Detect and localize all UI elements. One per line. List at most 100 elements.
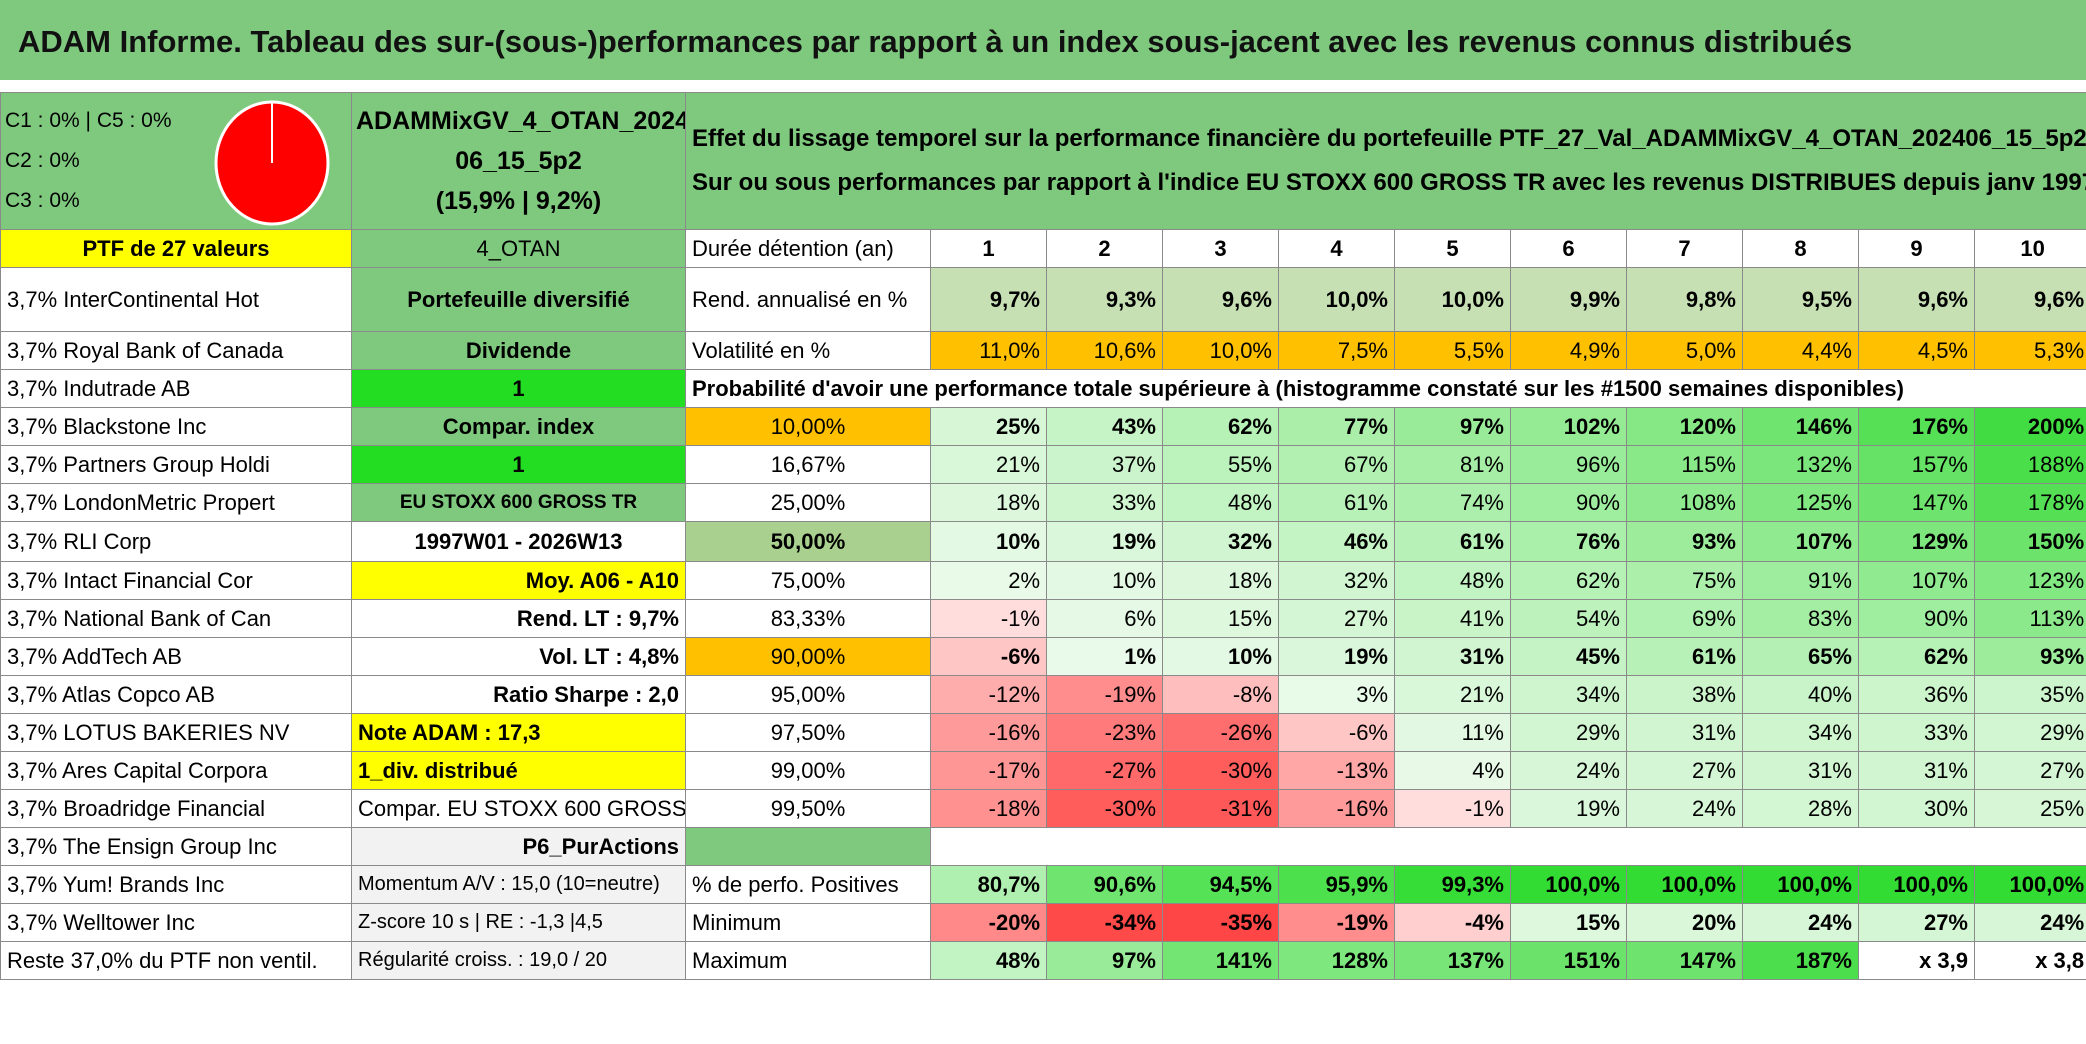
- maximum-value: 97%: [1046, 941, 1163, 980]
- prob-value: 34%: [1510, 675, 1627, 714]
- prob-value: 93%: [1973, 637, 2086, 676]
- prob-label: Probabilité d'avoir une performance tota…: [684, 369, 2086, 408]
- duration-label: Durée détention (an): [685, 229, 931, 268]
- info-regularity: Régularité croiss. : 19,0 / 20: [351, 941, 686, 980]
- prob-value: 188%: [1973, 445, 2086, 484]
- year-header: 1: [930, 229, 1047, 268]
- positives-value: 100,0%: [1626, 865, 1743, 904]
- prob-value: -17%: [930, 751, 1047, 790]
- prob-value: 19%: [1046, 521, 1163, 562]
- prob-row: 3,7% Broadridge Financial Compar. EU STOX…: [0, 789, 2086, 828]
- prob-value: 29%: [1510, 713, 1627, 752]
- prob-threshold: 10,00%: [685, 407, 931, 446]
- prob-value: 10%: [1046, 561, 1163, 600]
- prob-value: 93%: [1626, 521, 1743, 562]
- prob-value: 35%: [1973, 675, 2086, 714]
- prob-threshold: 83,33%: [685, 599, 931, 638]
- prob-value: 97%: [1394, 407, 1511, 446]
- prob-value: 18%: [1162, 561, 1279, 600]
- prob-value: -31%: [1162, 789, 1279, 828]
- prob-value: -18%: [930, 789, 1047, 828]
- year-header: 4: [1278, 229, 1395, 268]
- prob-value: -27%: [1046, 751, 1163, 790]
- prob-value: 38%: [1626, 675, 1743, 714]
- description-cell: Effet du lissage temporel sur la perform…: [684, 92, 2086, 230]
- prob-threshold: 99,50%: [685, 789, 931, 828]
- prob-row: 3,7% LondonMetric Propert EU STOXX 600 GR…: [0, 483, 2086, 522]
- prob-value: 102%: [1510, 407, 1627, 446]
- positives-label: % de perfo. Positives: [685, 865, 931, 904]
- positives-value: 100,0%: [1858, 865, 1975, 904]
- info-adam-note: Note ADAM : 17,3: [351, 713, 686, 752]
- holding-name: 3,7% Indutrade AB: [0, 369, 352, 408]
- info-dividend: Dividende: [351, 331, 686, 370]
- maximum-value: x 3,9: [1858, 941, 1975, 980]
- rend-value: 10,0%: [1394, 267, 1511, 332]
- prob-value: 69%: [1626, 599, 1743, 638]
- prob-value: 113%: [1973, 599, 2086, 638]
- prob-value: 67%: [1278, 445, 1395, 484]
- vol-value: 10,0%: [1162, 331, 1279, 370]
- prob-value: -6%: [930, 637, 1047, 676]
- prob-value: 25%: [930, 407, 1047, 446]
- prob-threshold: 99,00%: [685, 751, 931, 790]
- prob-value: 21%: [930, 445, 1047, 484]
- prob-value: 129%: [1858, 521, 1975, 562]
- pie-legend-cell: C1 : 0% | C5 : 0% C2 : 0% C3 : 0% C4 : 100%: [0, 92, 352, 230]
- rend-row: 3,7% InterContinental Hot Portefeuille di…: [0, 267, 2086, 332]
- info-diversification: Portefeuille diversifié: [351, 267, 686, 332]
- prob-value: 146%: [1742, 407, 1859, 446]
- maximum-value: 147%: [1626, 941, 1743, 980]
- rend-value: 9,6%: [1162, 267, 1279, 332]
- minimum-value: 15%: [1510, 903, 1627, 942]
- prob-value: 157%: [1858, 445, 1975, 484]
- prob-value: 43%: [1046, 407, 1163, 446]
- maximum-value: 141%: [1162, 941, 1279, 980]
- minimum-value: 24%: [1973, 903, 2086, 942]
- prob-value: -8%: [1162, 675, 1279, 714]
- prob-value: 61%: [1278, 483, 1395, 522]
- prob-value: -23%: [1046, 713, 1163, 752]
- prob-row: 3,7% National Bank of Can Rend. LT : 9,7%…: [0, 599, 2086, 638]
- vol-value: 5,0%: [1626, 331, 1743, 370]
- prob-value: 31%: [1394, 637, 1511, 676]
- positives-value: 100,0%: [1973, 865, 2086, 904]
- prob-value: 176%: [1858, 407, 1975, 446]
- pie-legend-item: C3 : 0%: [5, 189, 80, 212]
- prob-value: 30%: [1858, 789, 1975, 828]
- prob-value: 24%: [1510, 751, 1627, 790]
- prob-row: 3,7% Atlas Copco AB Ratio Sharpe : 2,0 95,…: [0, 675, 2086, 714]
- prob-value: -6%: [1278, 713, 1395, 752]
- prob-threshold: 25,00%: [685, 483, 931, 522]
- prob-value: 91%: [1742, 561, 1859, 600]
- prob-value: 31%: [1626, 713, 1743, 752]
- description-line1: Effet du lissage temporel sur la perform…: [692, 125, 2086, 152]
- blank-area: [929, 827, 2086, 866]
- vol-value: 5,3%: [1973, 331, 2086, 370]
- prob-value: 15%: [1162, 599, 1279, 638]
- prob-value: 62%: [1858, 637, 1975, 676]
- rend-value: 9,3%: [1046, 267, 1163, 332]
- holding-name: 3,7% National Bank of Can: [0, 599, 352, 638]
- prob-value: -1%: [930, 599, 1047, 638]
- prob-value: -16%: [930, 713, 1047, 752]
- prob-value: 107%: [1742, 521, 1859, 562]
- prob-value: 32%: [1162, 521, 1279, 562]
- prob-value: 36%: [1858, 675, 1975, 714]
- prob-value: 61%: [1394, 521, 1511, 562]
- pie-legend: C1 : 0% | C5 : 0% C2 : 0% C3 : 0% C4 : 100%: [5, 101, 172, 229]
- maximum-value: 137%: [1394, 941, 1511, 980]
- prob-threshold: 16,67%: [685, 445, 931, 484]
- prob-value: 33%: [1046, 483, 1163, 522]
- prob-value: 46%: [1278, 521, 1395, 562]
- prob-value: 32%: [1278, 561, 1395, 600]
- rend-value: 9,5%: [1742, 267, 1859, 332]
- prob-value: -12%: [930, 675, 1047, 714]
- pie-chart: [214, 100, 330, 226]
- prob-value: 147%: [1858, 483, 1975, 522]
- holding-name: 3,7% Intact Financial Cor: [0, 561, 352, 600]
- prob-threshold: 50,00%: [685, 521, 931, 562]
- holding-name: 3,7% RLI Corp: [0, 521, 352, 562]
- prob-value: 18%: [930, 483, 1047, 522]
- vol-value: 4,4%: [1742, 331, 1859, 370]
